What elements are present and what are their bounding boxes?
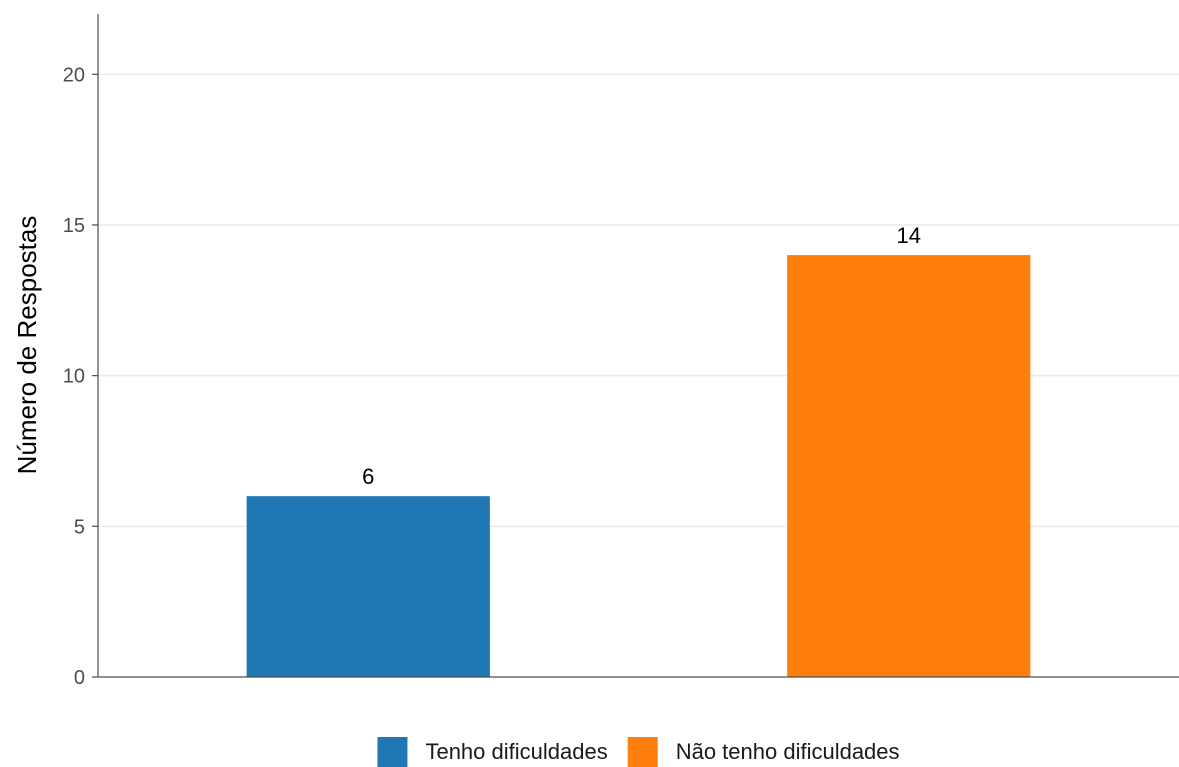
bar-1: [246, 496, 490, 677]
data-label: 14: [897, 223, 921, 248]
legend-swatch: [377, 737, 408, 767]
y-tick-label: 0: [74, 667, 85, 689]
y-tick-label: 10: [63, 366, 85, 388]
data-labels: 6 14: [362, 223, 921, 489]
y-tick-label: 5: [74, 516, 85, 538]
y-axis-title: Número de Respostas: [12, 216, 42, 475]
y-tick-label: 15: [63, 215, 85, 237]
legend-swatch: [627, 737, 658, 767]
legend: Tenho dificuldades Não tenho dificuldades: [377, 737, 900, 767]
axes: [97, 14, 1179, 678]
bar-2: [787, 255, 1031, 677]
y-ticks: 0 5 10 15 20: [63, 64, 98, 689]
legend-label: Não tenho dificuldades: [676, 739, 900, 764]
y-tick-label: 20: [63, 64, 85, 86]
bars: [246, 255, 1031, 677]
legend-label: Tenho dificuldades: [425, 739, 607, 764]
data-label: 6: [362, 464, 374, 489]
